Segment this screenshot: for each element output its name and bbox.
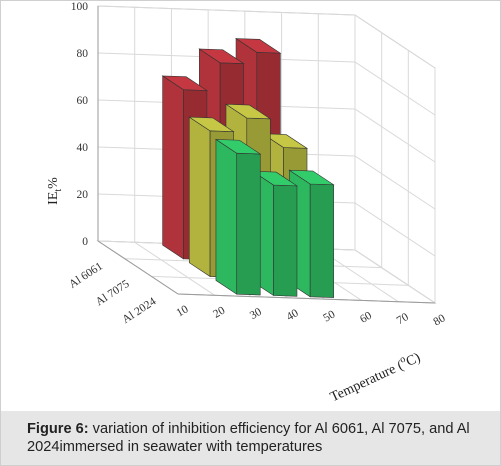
x-tick-label: 30 [248,306,264,322]
y-tick-label: 20 [77,189,89,201]
bar-top [161,75,208,91]
x-tick-label: 70 [395,311,411,327]
x-tick-label: 10 [175,303,191,319]
x-tick-label: 80 [432,312,448,328]
y-tick-label: 60 [77,95,89,107]
bar-top [198,48,245,64]
floor-gridline [134,241,215,296]
x-tick-label: 50 [321,308,337,324]
bar-face [309,183,334,298]
bar-side [215,138,238,295]
y-tick-label: 40 [77,142,89,154]
y-tick-label: 80 [77,48,89,60]
bar-top [224,103,272,120]
bar-top [288,169,335,186]
y-axis-title: IEt% [46,177,64,205]
bar-top [214,139,262,155]
bar [214,138,262,296]
bar-face [273,184,298,297]
category-tick-label: Al 6061 [67,260,105,291]
x-tick-label: 40 [285,307,301,323]
y-tick-label: 100 [71,1,89,13]
category-tick-label: Al 7075 [94,278,132,309]
bar-side [188,116,211,278]
floor-gridline [354,249,436,304]
x-axis-title: Temperature (oC) [327,348,423,406]
temperature-axis-line [177,293,436,304]
caption-label: Figure 6: [27,421,89,437]
category-tick-label: Al 2024 [120,295,158,326]
caption-text: variation of inhibition efficiency for A… [27,421,470,455]
bar-side [162,75,184,260]
x-tick-label: 60 [358,310,374,326]
category-axis-line [97,240,179,295]
bar-top [188,116,235,133]
y-tick-label: 0 [82,236,88,248]
x-tick-label: 20 [211,304,227,320]
figure-caption: Figure 6: variation of inhibition effici… [1,411,500,465]
bar-face [236,152,261,296]
bar-top [234,38,282,54]
chart-bars [161,37,335,298]
